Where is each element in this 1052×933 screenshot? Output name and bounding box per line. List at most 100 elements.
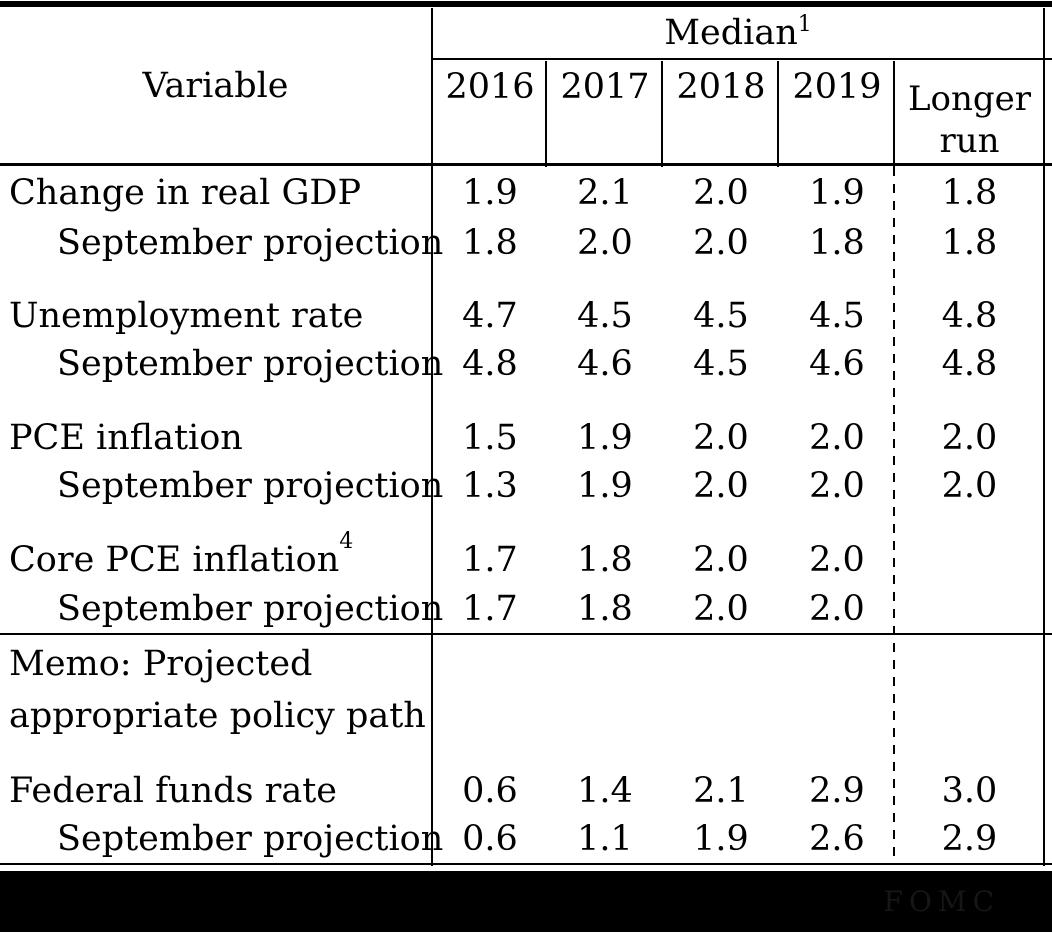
cell-value: 4.5	[577, 296, 633, 336]
cell-value: 2.9	[809, 771, 865, 811]
cell-value: 1.9	[462, 173, 518, 213]
table-right-edge-rule	[1043, 8, 1045, 866]
longer-run-dashed-rule	[893, 167, 895, 864]
row-change-in-real-gdp: Change in real GDP 1.9 2.1 2.0 1.9 1.8	[0, 166, 1052, 220]
row-label: September projection	[57, 819, 444, 859]
longer-run-line2: run	[939, 121, 1000, 161]
cell-value: 0.6	[462, 771, 518, 811]
year-header-2017: 2017	[560, 67, 650, 107]
year-header-2019: 2019	[792, 67, 882, 107]
footer-gap	[0, 865, 1052, 871]
cell-value: 2.0	[809, 540, 865, 580]
cell-value: 2.0	[693, 173, 749, 213]
row-label: September projection	[57, 344, 444, 384]
row-label: Federal funds rate	[9, 771, 338, 811]
row-pce-september-projection: September projection 1.3 1.9 2.0 2.0 2.0	[0, 462, 1052, 510]
cell-value: 2.0	[693, 223, 749, 263]
cell-value: 1.8	[941, 173, 998, 213]
year-header-2016: 2016	[445, 67, 535, 107]
row-label: Core PCE inflation4	[9, 529, 354, 580]
memo-section-rule	[0, 633, 1052, 635]
row-core-pce-september-projection: September projection 1.7 1.8 2.0 2.0	[0, 584, 1052, 633]
header-separator-2016-2017	[545, 61, 547, 167]
cell-value: 4.8	[462, 344, 518, 384]
cell-value: 4.7	[462, 296, 518, 336]
median-underline-rule	[431, 58, 1052, 60]
cell-value: 4.8	[941, 296, 998, 336]
cell-value: 2.0	[941, 418, 998, 458]
table-bottom-rule	[0, 863, 1052, 865]
row-unemployment-rate: Unemployment rate 4.7 4.5 4.5 4.5 4.8	[0, 292, 1052, 340]
cell-value: 2.0	[809, 466, 865, 506]
cell-value: 1.8	[462, 223, 518, 263]
cell-value: 0.6	[462, 819, 518, 859]
memo-label-line1: Memo: Projected	[9, 644, 313, 684]
row-ffr-september-projection: September projection 0.6 1.1 1.9 2.6 2.9	[0, 815, 1052, 863]
cell-value: 2.0	[693, 418, 749, 458]
memo-label-line2: appropriate policy path	[9, 696, 426, 736]
cell-value: 1.9	[809, 173, 865, 213]
cell-value: 4.8	[941, 344, 998, 384]
row-unemployment-september-projection: September projection 4.8 4.6 4.5 4.6 4.8	[0, 340, 1052, 388]
cell-value: 4.5	[693, 344, 749, 384]
variable-column-header: Variable	[142, 66, 289, 106]
cell-value: 2.6	[809, 819, 865, 859]
cell-value: 1.1	[577, 819, 633, 859]
row-memo-line1: Memo: Projected	[0, 635, 1052, 693]
row-label: Unemployment rate	[9, 296, 364, 336]
median-label: Median	[664, 12, 798, 53]
row-federal-funds-rate: Federal funds rate 0.6 1.4 2.1 2.9 3.0	[0, 767, 1052, 815]
cell-value: 1.8	[941, 223, 998, 263]
cell-value: 2.9	[941, 819, 998, 859]
cell-value: 2.0	[693, 588, 749, 629]
cell-value: 2.0	[809, 588, 865, 629]
row-core-pce-inflation: Core PCE inflation4 1.7 1.8 2.0 2.0	[0, 529, 1052, 584]
longer-run-line1: Longer	[907, 79, 1032, 119]
year-header-2018: 2018	[676, 67, 766, 107]
header-separator-2018-2019	[777, 61, 779, 167]
median-group-row: Median 1	[0, 7, 1052, 58]
cell-value: 1.9	[577, 466, 633, 506]
cell-value: 1.4	[577, 771, 633, 811]
cell-value: 1.5	[462, 418, 518, 458]
row-pce-inflation: PCE inflation 1.5 1.9 2.0 2.0 2.0	[0, 414, 1052, 462]
row-label: PCE inflation	[9, 418, 243, 458]
cutoff-column-stub	[1044, 60, 1051, 163]
cell-value: 1.8	[577, 540, 633, 580]
cell-value: 2.0	[693, 466, 749, 506]
cell-value: 4.6	[809, 344, 865, 384]
cell-value: 2.0	[577, 223, 633, 263]
row-label: September projection	[57, 588, 444, 629]
core-pce-footnote-superscript: 4	[339, 529, 354, 555]
cell-value: 1.8	[809, 223, 865, 263]
cell-value: 2.0	[941, 466, 998, 506]
column-headers-row: 2016 2017 2018 2019 Longer run	[0, 60, 1052, 163]
header-separator-2019-longer-run	[893, 61, 895, 167]
cell-value: 4.5	[809, 296, 865, 336]
cell-value: 4.5	[693, 296, 749, 336]
cell-value: 1.7	[462, 588, 518, 629]
cell-value: 2.0	[693, 540, 749, 580]
cell-value: 1.9	[693, 819, 749, 859]
variable-separator-rule	[431, 8, 433, 866]
row-label: September projection	[57, 223, 444, 263]
median-group-header: Median 1	[664, 11, 812, 53]
longer-run-header: Longer run	[895, 60, 1044, 163]
cell-value: 2.1	[577, 173, 633, 213]
cell-value: 1.9	[577, 418, 633, 458]
row-label: September projection	[57, 466, 444, 506]
cell-value: 1.7	[462, 540, 518, 580]
row-gdp-september-projection: September projection 1.8 2.0 2.0 1.8 1.8	[0, 220, 1052, 266]
cell-value: 1.8	[577, 588, 633, 629]
top-rule	[0, 1, 1052, 7]
cell-value: 2.0	[809, 418, 865, 458]
row-memo-line2: appropriate policy path	[0, 693, 1052, 739]
row-label: Change in real GDP	[9, 173, 362, 213]
header-separator-2017-2018	[661, 61, 663, 167]
cell-value: 4.6	[577, 344, 633, 384]
header-bottom-rule	[0, 163, 1052, 166]
cell-value: 2.1	[693, 771, 749, 811]
footer-watermark: FOMC	[883, 885, 1000, 918]
cell-value: 1.3	[462, 466, 518, 506]
